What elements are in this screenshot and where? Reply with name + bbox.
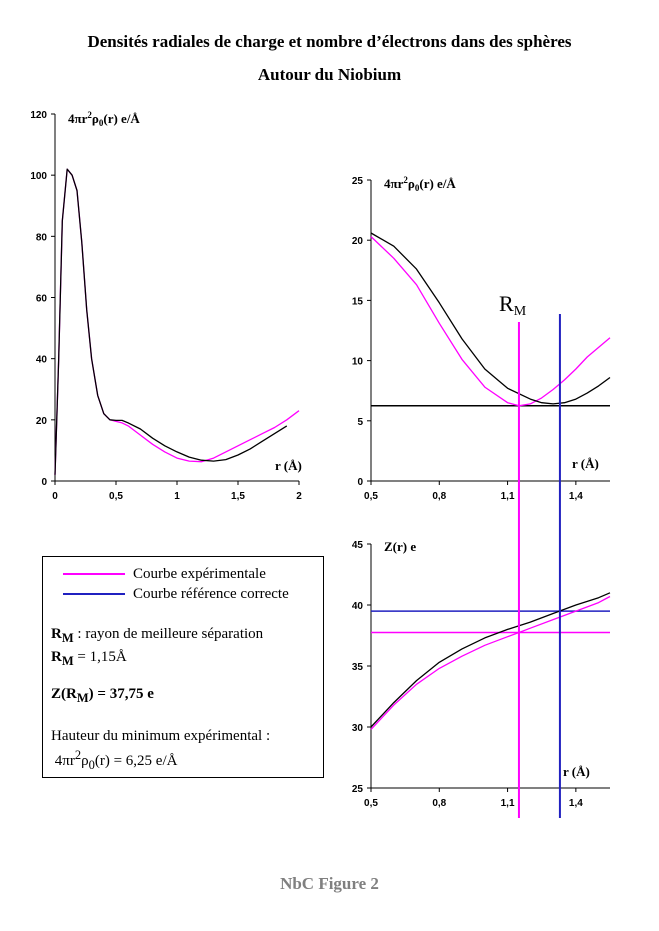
x-tick-label-0-3: 1,5 xyxy=(231,491,245,502)
series-line-1-0 xyxy=(370,236,611,407)
x-axis-label-2: r (Å) xyxy=(563,764,590,779)
minimum-height: Hauteur du minimum expérimental : 4πr2ρ0… xyxy=(51,728,271,772)
x-tick-label-2-1: 0,8 xyxy=(432,798,446,809)
rm-annotation: RM xyxy=(499,291,527,319)
x-tick-label-1-3: 1,4 xyxy=(569,491,583,502)
y-tick-label-0-2: 40 xyxy=(36,355,48,366)
x-tick-label-0-0: 0 xyxy=(52,491,58,502)
figure-caption: NbC Figure 2 xyxy=(280,874,379,893)
legend-swatch-experimental xyxy=(63,573,125,575)
y-tick-label-2-4: 45 xyxy=(352,540,364,551)
series-line-1-1 xyxy=(370,232,611,405)
x-tick-label-0-2: 1 xyxy=(174,491,180,502)
x-tick-label-1-0: 0,5 xyxy=(364,491,378,502)
y-tick-label-1-4: 20 xyxy=(352,236,364,247)
y-tick-label-0-0: 0 xyxy=(41,477,47,488)
y-tick-label-1-2: 10 xyxy=(352,357,364,368)
legend-label-reference: Courbe référence correcte xyxy=(133,585,289,602)
legend-item-experimental: Courbe expérimentale xyxy=(63,565,266,583)
y-tick-label-1-1: 5 xyxy=(357,417,363,428)
y-tick-label-2-0: 25 xyxy=(352,784,364,795)
x-tick-label-0-1: 0,5 xyxy=(109,491,123,502)
x-axis-label-0: r (Å) xyxy=(275,458,302,473)
figure-title: Densités radiales de charge et nombre d’… xyxy=(87,32,572,51)
y-axis-label-1: 4πr2ρ0(r) e/Å xyxy=(384,175,456,193)
x-tick-label-2-3: 1,4 xyxy=(569,798,583,809)
z-rm-value: Z(RM) = 37,75 e xyxy=(51,686,154,705)
series-line-0-1 xyxy=(54,168,288,475)
series-line-0-0 xyxy=(54,168,300,475)
y-axis-label-0: 4πr2ρ0(r) e/Å xyxy=(68,110,140,128)
y-axis-label-2: Z(r) e xyxy=(384,539,416,554)
y-tick-label-0-3: 60 xyxy=(36,294,48,305)
legend-swatch-reference xyxy=(63,593,125,595)
series-line-2-1 xyxy=(370,592,611,728)
series-line-2-0 xyxy=(370,595,611,730)
legend-label-experimental: Courbe expérimentale xyxy=(133,565,266,582)
x-tick-label-1-1: 0,8 xyxy=(432,491,446,502)
figure-subtitle: Autour du Niobium xyxy=(257,65,402,84)
x-tick-label-2-0: 0,5 xyxy=(364,798,378,809)
x-tick-label-0-4: 2 xyxy=(296,491,302,502)
y-tick-label-2-2: 35 xyxy=(352,662,364,673)
y-tick-label-0-4: 80 xyxy=(36,232,48,243)
x-axis-label-1: r (Å) xyxy=(572,456,599,471)
y-tick-label-0-1: 20 xyxy=(36,416,48,427)
y-tick-label-0-6: 120 xyxy=(30,110,47,121)
rm-definition: RM : rayon de meilleure séparation RM = … xyxy=(51,626,264,668)
y-tick-label-1-0: 0 xyxy=(357,477,363,488)
y-tick-label-2-3: 40 xyxy=(352,601,364,612)
x-tick-label-1-2: 1,1 xyxy=(501,491,515,502)
y-tick-label-1-5: 25 xyxy=(352,176,364,187)
y-tick-label-1-3: 15 xyxy=(352,296,364,307)
legend-box: Courbe expérimentale Courbe référence co… xyxy=(42,556,324,778)
x-tick-label-2-2: 1,1 xyxy=(501,798,515,809)
y-tick-label-2-1: 30 xyxy=(352,723,364,734)
y-tick-label-0-5: 100 xyxy=(30,171,47,182)
legend-item-reference: Courbe référence correcte xyxy=(63,585,289,603)
